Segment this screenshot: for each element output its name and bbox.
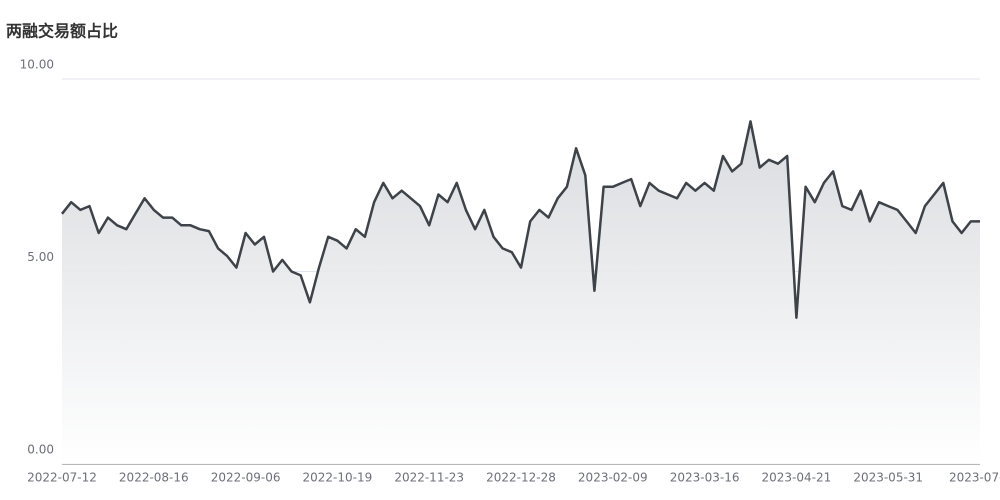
x-tick-label: 2023-05-31: [853, 471, 923, 485]
x-tick-label: 2022-09-06: [211, 471, 281, 485]
x-tick-label: 2022-10-19: [303, 471, 373, 485]
x-tick-label: 2023-07-0: [949, 471, 1000, 485]
y-tick-label: 5.00: [27, 250, 54, 264]
x-tick-label: 2023-03-16: [670, 471, 740, 485]
x-tick-label: 2022-08-16: [119, 471, 189, 485]
chart-title: 两融交易额占比: [6, 22, 118, 41]
x-tick-label: 2023-04-21: [762, 471, 832, 485]
x-tick-label: 2022-07-12: [27, 471, 97, 485]
x-tick-label: 2022-11-23: [394, 471, 464, 485]
x-tick-label: 2023-02-09: [578, 471, 648, 485]
x-tick-label: 2022-12-28: [486, 471, 556, 485]
line: [61, 120, 980, 319]
y-tick-label: 10.00: [20, 58, 54, 72]
y-tick-label: 0.00: [27, 443, 54, 457]
area: [62, 121, 980, 465]
